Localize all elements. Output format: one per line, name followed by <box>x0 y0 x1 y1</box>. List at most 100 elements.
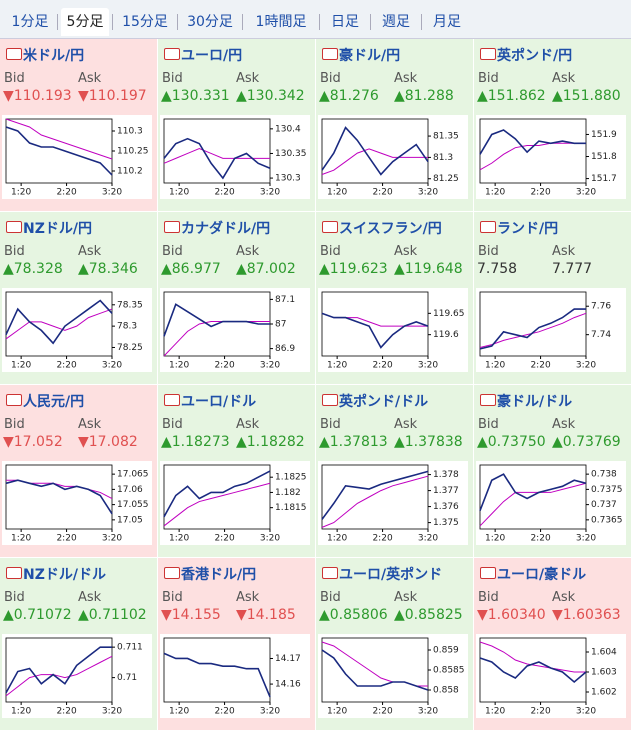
y-tick-label: 0.7365 <box>591 515 623 525</box>
flag-icon <box>6 394 22 406</box>
flag-icon <box>164 567 180 579</box>
x-tick-label: 3:20 <box>576 188 596 198</box>
mini-chart: 0.738 0.7375 0.737 0.7365 1:20 2:20 3:20 <box>476 461 626 545</box>
tab[interactable]: 週足 <box>382 14 410 30</box>
tab[interactable]: 月足 <box>433 14 461 30</box>
pair-title[interactable]: 人民元/円 <box>23 394 85 410</box>
tab[interactable]: 30分足 <box>187 14 233 30</box>
pair-title[interactable]: 米ドル/円 <box>23 48 85 64</box>
mini-chart: 151.9 151.8 151.7 1:20 2:20 3:20 <box>476 115 626 199</box>
tab-separator <box>57 14 58 30</box>
tab[interactable]: 5分足 <box>61 8 109 36</box>
flag-icon <box>322 221 338 233</box>
rate-cell[interactable]: 英ポンド/ドル Bid Ask ▲1.37813 ▲1.37838 1.378 1.377 1… <box>316 385 473 557</box>
chart-bg <box>160 461 310 545</box>
x-tick-label: 3:20 <box>102 361 122 371</box>
mini-chart: 78.35 78.3 78.25 1:20 2:20 3:20 <box>2 288 152 372</box>
ask-label: Ask <box>78 244 102 259</box>
rate-cell[interactable]: 英ポンド/円 Bid Ask ▲151.862 ▲151.880 151.9 151.8 15… <box>474 39 631 211</box>
ask-value: ▼110.197 <box>78 88 147 104</box>
y-tick-label: 0.711 <box>117 643 143 653</box>
x-tick-label: 2:20 <box>372 361 392 371</box>
tab[interactable]: 日足 <box>331 14 359 30</box>
pair-title[interactable]: 英ポンド/ドル <box>339 394 429 410</box>
pair-title[interactable]: 豪ドル/円 <box>339 48 401 64</box>
rate-cell[interactable]: ユーロ/豪ドル Bid Ask ▼1.60340 ▼1.60363 1.604 1.603 1… <box>474 558 631 730</box>
pair-title[interactable]: 香港ドル/円 <box>181 567 257 583</box>
rate-cell[interactable]: ユーロ/円 Bid Ask ▲130.331 ▲130.342 130.4 130.35 13… <box>158 39 315 211</box>
pair-title[interactable]: ユーロ/豪ドル <box>497 567 587 583</box>
bid-value: ▼110.193 <box>3 88 72 104</box>
x-tick-label: 1:20 <box>169 534 189 544</box>
rate-cell[interactable]: 豪ドル/円 Bid Ask ▲81.276 ▲81.288 81.35 81.3 81.25 1… <box>316 39 473 211</box>
plot-frame <box>321 291 429 357</box>
bid-label: Bid <box>478 71 499 86</box>
bid-value: ▼14.155 <box>161 607 221 623</box>
bid-value: ▲0.73750 <box>477 434 546 450</box>
pair-title[interactable]: ユーロ/円 <box>181 48 243 64</box>
y-tick-label: 0.738 <box>591 470 617 480</box>
pair-title[interactable]: ユーロ/英ポンド <box>339 567 443 583</box>
tab[interactable]: 1時間足 <box>255 14 307 30</box>
plot-frame <box>479 637 587 703</box>
price-line <box>321 649 429 691</box>
bid-label: Bid <box>162 417 183 432</box>
rate-cell[interactable]: ユーロ/英ポンド Bid Ask ▲0.85806 ▲0.85825 0.859 0.858… <box>316 558 473 730</box>
x-tick-label: 3:20 <box>418 361 438 371</box>
tab[interactable]: 15分足 <box>122 14 168 30</box>
chart-bg <box>160 634 310 718</box>
ask-value: ▲0.85825 <box>394 607 463 623</box>
chart-bg <box>2 634 152 718</box>
y-tick-label: 81.3 <box>433 153 453 163</box>
moving-average-line <box>479 482 587 527</box>
pair-title[interactable]: ユーロ/ドル <box>181 394 257 410</box>
pair-title[interactable]: カナダドル/円 <box>181 221 271 237</box>
x-tick-label: 3:20 <box>418 534 438 544</box>
rate-cell[interactable]: NZドル/円 Bid Ask ▲78.328 ▲78.346 78.35 78.3 78.25… <box>0 212 157 384</box>
y-tick-label: 119.6 <box>433 330 459 340</box>
rate-cell[interactable]: ランド/円 Bid Ask 7.758 7.777 7.76 7.74 1:20 2:20 3:2… <box>474 212 631 384</box>
pair-title[interactable]: 英ポンド/円 <box>497 48 573 64</box>
rate-cell[interactable]: 人民元/円 Bid Ask ▼17.052 ▼17.082 17.065 17.06 17.0… <box>0 385 157 557</box>
rate-cell[interactable]: カナダドル/円 Bid Ask ▲86.977 ▲87.002 87.1 87 86.9 1:2… <box>158 212 315 384</box>
ask-value: ▼17.082 <box>78 434 138 450</box>
moving-average-line <box>479 641 586 673</box>
rate-cell[interactable]: 豪ドル/ドル Bid Ask ▲0.73750 ▲0.73769 0.738 0.7375 0… <box>474 385 631 557</box>
pair-title[interactable]: NZドル/ドル <box>23 567 106 583</box>
rate-cell[interactable]: NZドル/ドル Bid Ask ▲0.71072 ▲0.71102 0.711 0.71 1:… <box>0 558 157 730</box>
x-tick-label: 2:20 <box>56 707 76 717</box>
y-tick-label: 78.35 <box>117 300 143 310</box>
mini-chart: 130.4 130.35 130.3 1:20 2:20 3:20 <box>160 115 310 199</box>
rate-cell[interactable]: 香港ドル/円 Bid Ask ▼14.155 ▼14.185 14.17 14.16 1:20… <box>158 558 315 730</box>
y-tick-label: 14.17 <box>275 654 301 664</box>
flag-icon <box>164 394 180 406</box>
flag-icon <box>480 394 496 406</box>
pair-title[interactable]: NZドル/円 <box>23 221 92 237</box>
bid-label: Bid <box>478 244 499 259</box>
ask-label: Ask <box>394 71 418 86</box>
ask-value: ▲130.342 <box>236 88 305 104</box>
x-tick-label: 2:20 <box>214 534 234 544</box>
bid-label: Bid <box>320 244 341 259</box>
x-tick-label: 3:20 <box>576 534 596 544</box>
x-tick-label: 2:20 <box>372 707 392 717</box>
pair-title[interactable]: 豪ドル/ドル <box>497 394 573 410</box>
y-tick-label: 78.25 <box>117 343 143 353</box>
pair-title[interactable]: スイスフラン/円 <box>339 221 442 237</box>
x-tick-label: 3:20 <box>260 534 280 544</box>
rate-cell[interactable]: 米ドル/円 Bid Ask ▼110.193 ▼110.197 110.3 110.25 11… <box>0 39 157 211</box>
y-tick-label: 87 <box>275 320 286 330</box>
tab[interactable]: 1分足 <box>11 14 49 30</box>
rate-cell[interactable]: ユーロ/ドル Bid Ask ▲1.18273 ▲1.18282 1.1825 1.182 1… <box>158 385 315 557</box>
price-line <box>163 137 271 180</box>
y-tick-label: 7.76 <box>591 302 611 312</box>
tab-separator <box>421 14 422 30</box>
x-tick-label: 1:20 <box>11 361 31 371</box>
mini-chart: 7.76 7.74 1:20 2:20 3:20 <box>476 288 626 372</box>
x-tick-label: 1:20 <box>485 361 505 371</box>
x-tick-label: 2:20 <box>372 188 392 198</box>
rate-cell[interactable]: スイスフラン/円 Bid Ask ▲119.623 ▲119.648 119.65 119.… <box>316 212 473 384</box>
price-line <box>5 646 112 694</box>
chart-bg <box>476 115 626 199</box>
pair-title[interactable]: ランド/円 <box>497 221 559 237</box>
